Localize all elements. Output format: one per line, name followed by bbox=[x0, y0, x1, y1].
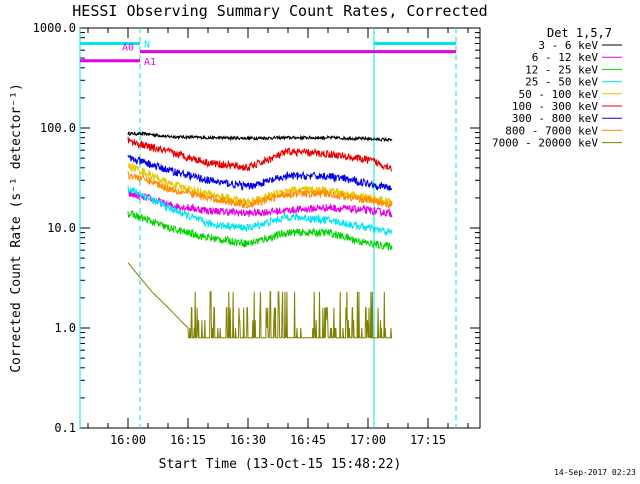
series-trace bbox=[127, 210, 393, 251]
y-tick-label: 100.0 bbox=[40, 121, 76, 135]
series-trace bbox=[127, 189, 393, 218]
series-trace bbox=[127, 185, 393, 237]
legend-entry-label: 12 - 25 keV bbox=[525, 63, 598, 76]
series-trace bbox=[127, 130, 393, 143]
legend-entry-label: 800 - 7000 keV bbox=[505, 124, 598, 137]
series-trace bbox=[127, 171, 393, 210]
y-tick-label: 10.0 bbox=[47, 221, 76, 235]
state-bar-label: N bbox=[144, 39, 150, 50]
x-tick-label: 16:45 bbox=[290, 433, 326, 447]
y-tick-label: 0.1 bbox=[54, 421, 76, 435]
x-tick-label: 16:15 bbox=[170, 433, 206, 447]
state-bar-label: A1 bbox=[144, 57, 156, 68]
x-tick-label: 17:00 bbox=[350, 433, 386, 447]
legend-entry-label: 100 - 300 keV bbox=[512, 100, 598, 113]
y-axis-label: Corrected Count Rate (s⁻¹ detector⁻¹) bbox=[9, 83, 24, 373]
x-tick-label: 16:00 bbox=[110, 433, 146, 447]
series-trace bbox=[127, 136, 393, 172]
legend-entry-label: 6 - 12 keV bbox=[532, 51, 599, 64]
legend-entry-label: 3 - 6 keV bbox=[538, 39, 598, 52]
legend-title: Det 1,5,7 bbox=[547, 26, 612, 40]
chart-title: HESSI Observing Summary Count Rates, Cor… bbox=[72, 2, 487, 20]
y-tick-label: 1.0 bbox=[54, 321, 76, 335]
x-tick-label: 17:15 bbox=[410, 433, 446, 447]
y-tick-label: 1000.0 bbox=[33, 21, 76, 35]
series-trace bbox=[127, 162, 393, 207]
legend-entry-label: 7000 - 20000 keV bbox=[492, 137, 598, 150]
state-bar-label: A0 bbox=[122, 43, 134, 54]
legend-entry-label: 50 - 100 keV bbox=[519, 88, 599, 101]
series-trace bbox=[127, 154, 393, 191]
x-tick-label: 16:30 bbox=[230, 433, 266, 447]
legend-entry-label: 25 - 50 keV bbox=[525, 76, 598, 89]
x-axis-label: Start Time (13-Oct-15 15:48:22) bbox=[159, 457, 402, 472]
footer-date: 14-Sep-2017 02:23 bbox=[554, 468, 636, 477]
series-trace bbox=[127, 262, 392, 339]
plot-area: 0.1 1.0 10.0 100.0 1000.0 16:00 16:15 16:30 16:4… bbox=[33, 21, 481, 447]
legend-entry-label: 300 - 800 keV bbox=[512, 112, 598, 125]
